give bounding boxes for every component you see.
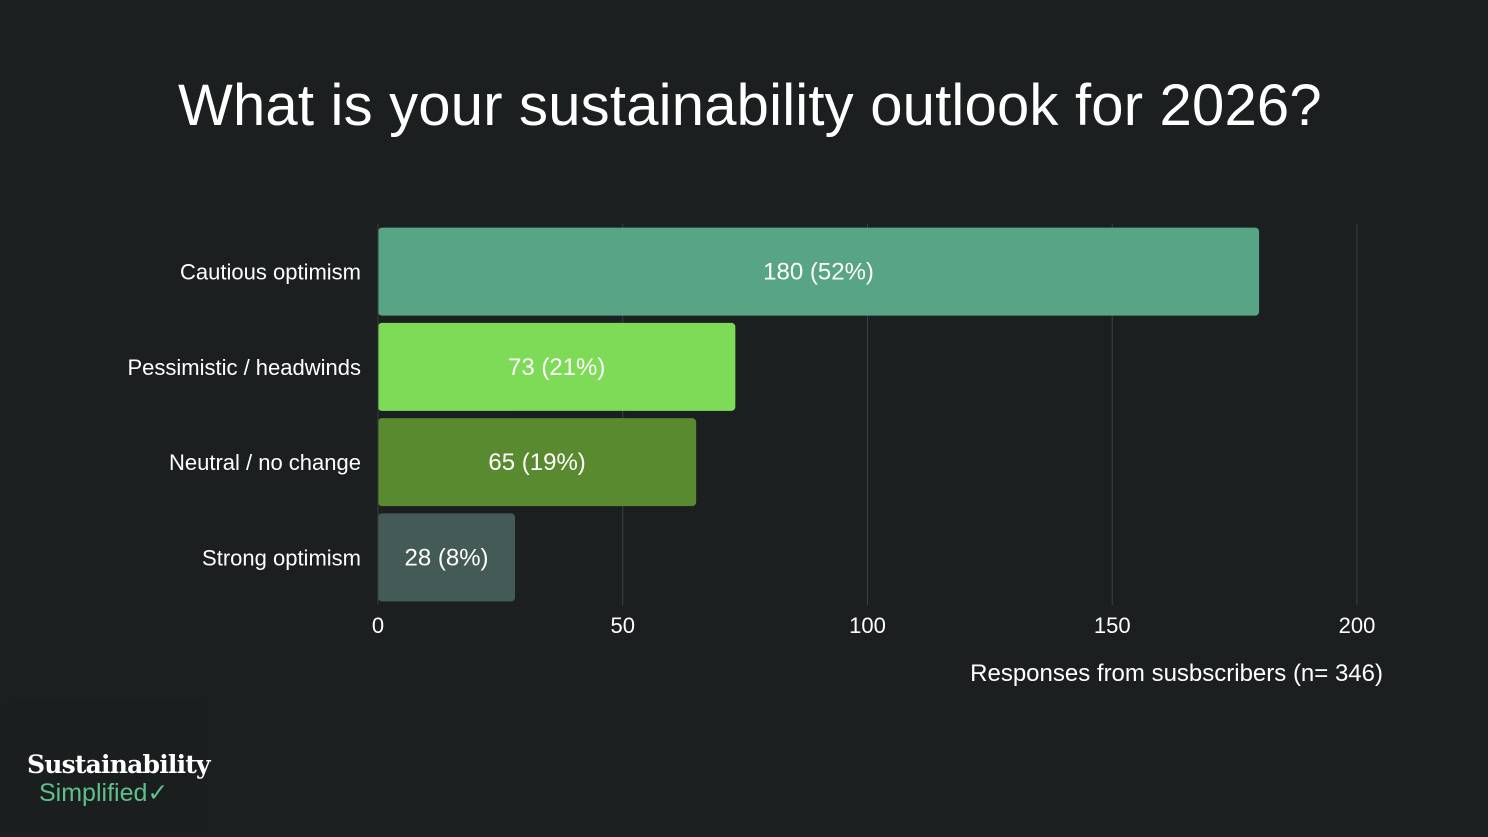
logo-text-line1: Sustainability [27,750,211,779]
bar-0 [378,227,1260,316]
brand-logo: Sustainability Simplified✓ [6,700,211,830]
x-tick-label-150: 150 [1094,613,1131,638]
data-label-2: 65 (19%) [488,449,585,476]
x-tick-label-50: 50 [611,613,635,638]
x-tick-label-200: 200 [1339,613,1376,638]
x-tick-label-100: 100 [849,613,886,638]
category-label-0: Cautious optimism [180,260,361,285]
check-icon: ✓ [147,779,169,807]
data-label-0: 180 (52%) [763,259,874,286]
data-label-3: 28 (8%) [405,544,489,571]
bar-3 [378,513,516,602]
category-label-2: Neutral / no change [169,450,361,475]
logo-text-simplified: Simplified [39,779,148,807]
category-label-3: Strong optimism [202,545,361,570]
x-axis-label: Responses from susbscribers (n= 346) [970,660,1383,687]
category-label-1: Pessimistic / headwinds [127,355,361,380]
bar-2 [378,418,697,507]
chart-title: What is your sustainability outlook for … [178,73,1322,138]
bar-chart: Cautious optimism 180 (52%) Pessimistic / … [127,224,1376,638]
logo-text-line2: Simplified✓ [39,778,168,808]
bar-1 [378,322,736,411]
x-tick-label-0: 0 [372,613,384,638]
data-label-1: 73 (21%) [508,354,605,381]
